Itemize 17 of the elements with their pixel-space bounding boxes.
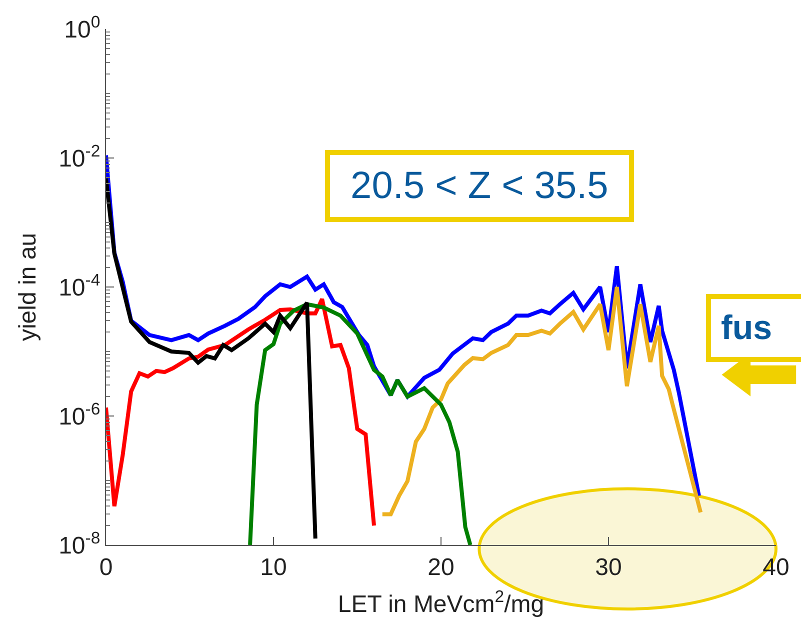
line-series xyxy=(106,176,318,541)
x-tick-label: 0 xyxy=(99,554,113,581)
line-series xyxy=(106,297,376,528)
y-tick-label: 10$^{-8}$ xyxy=(58,528,100,560)
x-tick-label: 20 xyxy=(428,554,454,581)
line-series xyxy=(248,302,472,545)
annotation: 20.5 < Z < 35.5 xyxy=(340,165,619,207)
y-tick-label: 10$^{0}$ xyxy=(64,12,100,44)
x-tick-label: 10 xyxy=(260,554,287,581)
y-tick-label: 10$^{-2}$ xyxy=(58,141,100,172)
line-series xyxy=(380,285,703,516)
y-tick-label: 10$^{-6}$ xyxy=(58,399,100,430)
annotation: fus xyxy=(721,309,772,347)
y-axis-title: yield in au xyxy=(14,232,42,342)
x-tick-label: 30 xyxy=(595,554,622,581)
y-tick-label: 10$^{-4}$ xyxy=(58,270,100,302)
x-axis-title: LET in MeVcm$^{2}$/mg xyxy=(338,587,544,618)
